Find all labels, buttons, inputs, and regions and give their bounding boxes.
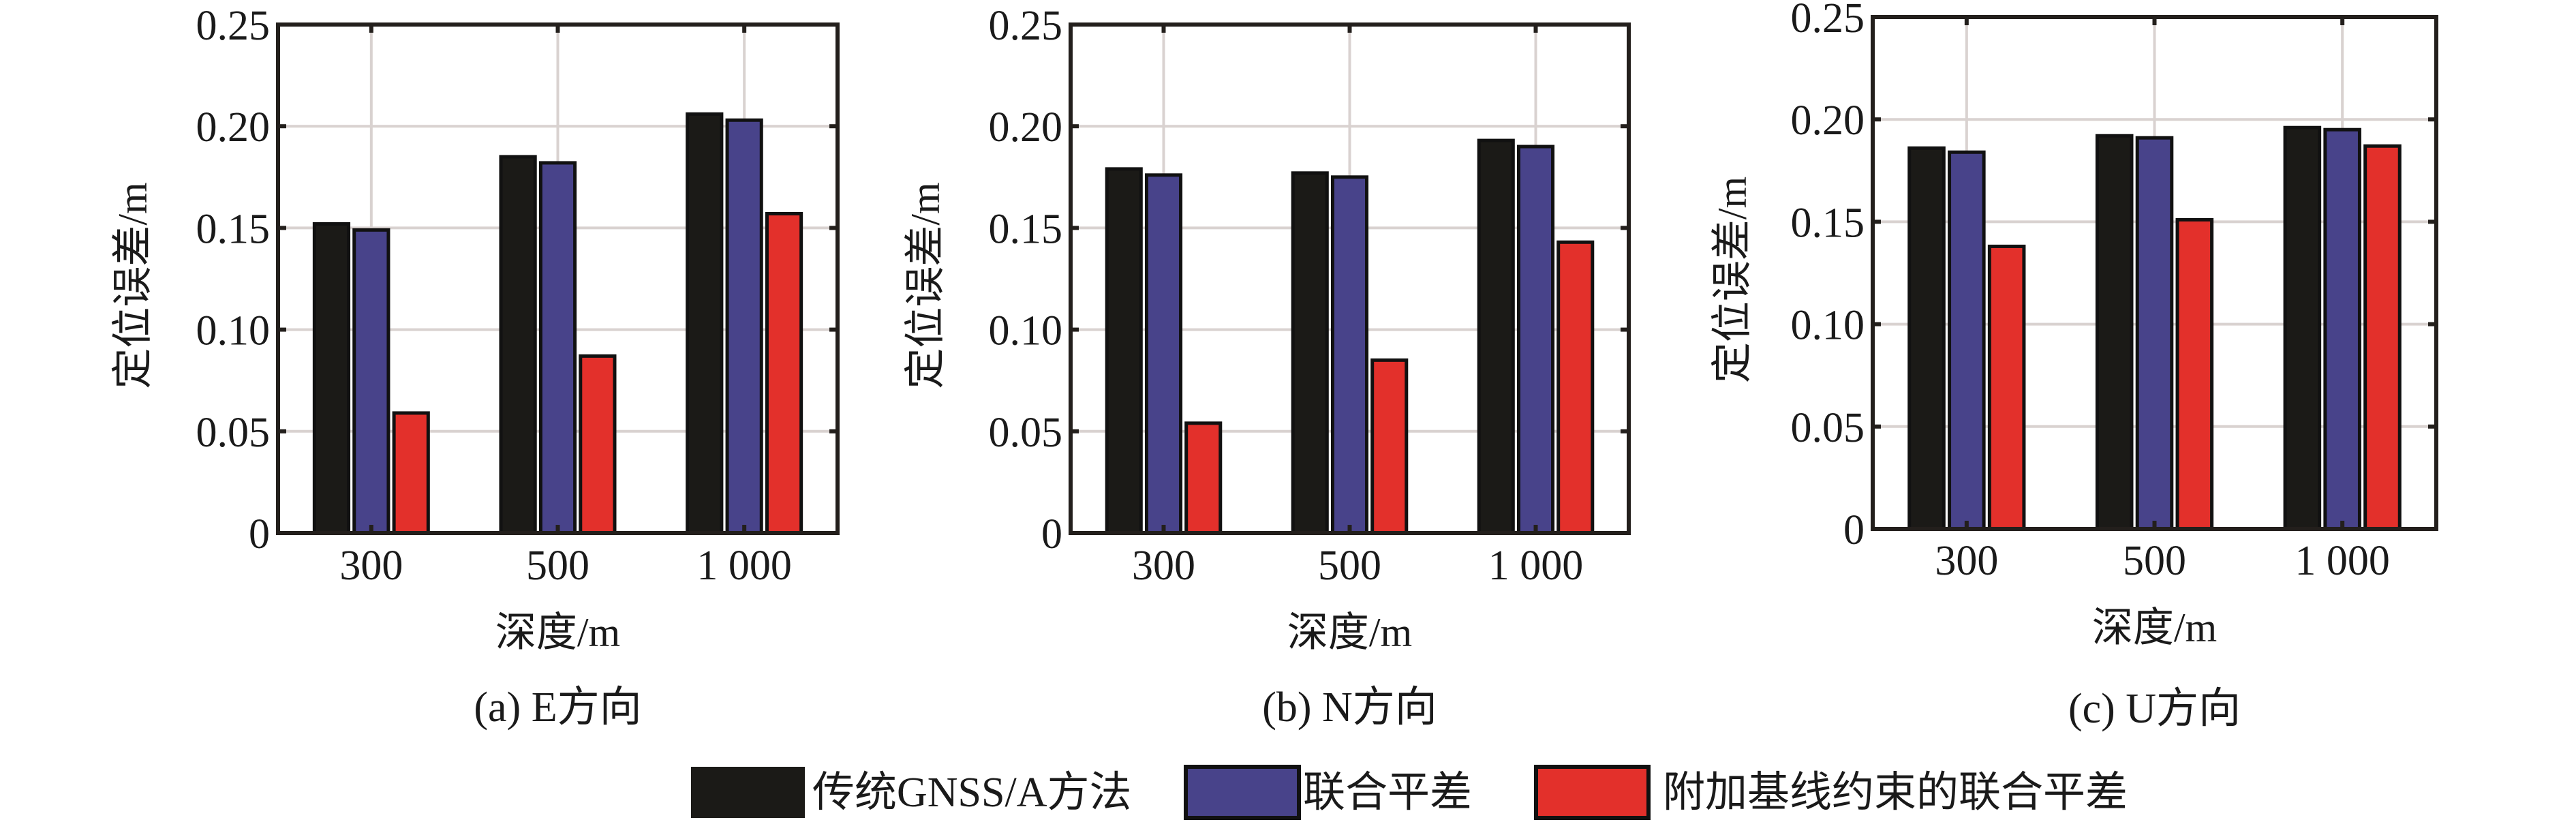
y-tick-label: 0.10 <box>196 308 271 354</box>
bar-traditional-300 <box>1907 146 1946 531</box>
bar-baseline-constrained-300 <box>392 411 430 535</box>
y-tick-label: 0.25 <box>989 3 1063 49</box>
legend-swatch-joint-adjustment <box>1184 765 1301 820</box>
bar-joint-adjustment-1000 <box>725 118 763 535</box>
panel-e-direction: 0 0.05 0.10 0.15 0.20 0.25 300 500 1 000 深度/m 定位误差… <box>110 3 840 731</box>
y-tick-label: 0.15 <box>1791 200 1865 246</box>
x-tick-label: 500 <box>1318 543 1381 589</box>
y-tick-label: 0.20 <box>196 104 271 151</box>
x-axis-label: 深度/m <box>495 610 620 655</box>
y-tick-label: 0.25 <box>1791 0 1865 42</box>
legend: 传统GNSS/A方法 联合平差 附加基线约束的联合平差 <box>691 765 2128 820</box>
x-axis-label: 深度/m <box>1287 610 1412 655</box>
y-tick-label: 0.25 <box>196 3 271 49</box>
bar-joint-adjustment-300 <box>1144 173 1183 535</box>
panel-caption: (a) E方向 <box>474 684 641 731</box>
panel-caption: (c) U方向 <box>2068 686 2241 732</box>
bar-traditional-500 <box>1291 171 1329 535</box>
y-tick-label: 0.05 <box>196 410 271 456</box>
y-tick-label: 0 <box>1041 511 1062 558</box>
y-tick-label: 0.05 <box>989 410 1063 456</box>
x-tick-label: 500 <box>526 543 589 589</box>
bar-traditional-500 <box>499 155 537 535</box>
y-axis-label: 定位误差/m <box>110 182 155 389</box>
bar-baseline-constrained-1000 <box>2363 144 2402 531</box>
bar-joint-adjustment-1000 <box>1516 144 1555 535</box>
bar-joint-adjustment-500 <box>1330 175 1369 535</box>
bar-baseline-constrained-500 <box>2175 217 2214 531</box>
bar-joint-adjustment-300 <box>1948 150 1986 531</box>
bar-baseline-constrained-1000 <box>1557 240 1595 535</box>
x-tick-label: 300 <box>1132 543 1195 589</box>
x-tick-label: 1 000 <box>1488 543 1584 589</box>
legend-label-baseline-constrained: 附加基线约束的联合平差 <box>1663 770 2128 816</box>
x-tick-label: 300 <box>1935 538 1998 584</box>
bar-traditional-1000 <box>2283 125 2322 531</box>
bar-traditional-300 <box>312 222 351 535</box>
legend-label-traditional: 传统GNSS/A方法 <box>812 770 1132 816</box>
y-tick-label: 0 <box>1843 507 1865 553</box>
bar-joint-adjustment-500 <box>2135 136 2174 531</box>
legend-label-joint-adjustment: 联合平差 <box>1303 770 1472 816</box>
bar-joint-adjustment-1000 <box>2323 127 2361 531</box>
y-tick-label: 0.20 <box>1791 97 1865 144</box>
y-tick-label: 0.15 <box>196 206 271 252</box>
bar-traditional-300 <box>1105 167 1143 535</box>
bar-baseline-constrained-500 <box>579 354 617 535</box>
panel-u-direction: 0 0.05 0.10 0.15 0.20 0.25 300 500 1 000 深度/m 定位误差… <box>1710 0 2438 732</box>
bar-joint-adjustment-300 <box>352 228 390 535</box>
bar-baseline-constrained-500 <box>1370 358 1409 535</box>
y-axis-label: 定位误差/m <box>903 182 948 389</box>
y-tick-label: 0.10 <box>989 308 1063 354</box>
y-tick-label: 0 <box>249 511 270 558</box>
bar-traditional-1000 <box>1477 138 1515 535</box>
x-tick-label: 1 000 <box>2295 538 2390 584</box>
y-tick-label: 0.15 <box>989 206 1063 252</box>
x-axis-label: 深度/m <box>2092 605 2217 650</box>
y-tick-label: 0.10 <box>1791 303 1865 349</box>
legend-swatch-traditional <box>691 767 805 818</box>
y-tick-label: 0.20 <box>989 104 1063 151</box>
bar-joint-adjustment-500 <box>538 161 577 535</box>
panel-n-direction: 0 0.05 0.10 0.15 0.20 0.25 300 500 1 000 深度/m 定位误差… <box>903 3 1631 731</box>
x-tick-label: 500 <box>2123 538 2186 584</box>
bar-baseline-constrained-1000 <box>765 212 803 535</box>
x-tick-label: 300 <box>339 543 403 589</box>
x-tick-label: 1 000 <box>696 543 792 589</box>
bar-traditional-500 <box>2095 134 2134 531</box>
bar-baseline-constrained-300 <box>1987 244 2026 531</box>
y-axis-label: 定位误差/m <box>1710 177 1755 383</box>
bar-baseline-constrained-300 <box>1184 421 1223 535</box>
panel-caption: (b) N方向 <box>1262 684 1437 731</box>
bar-traditional-1000 <box>686 112 724 535</box>
legend-swatch-baseline-constrained <box>1534 765 1651 820</box>
y-tick-label: 0.05 <box>1791 405 1865 451</box>
